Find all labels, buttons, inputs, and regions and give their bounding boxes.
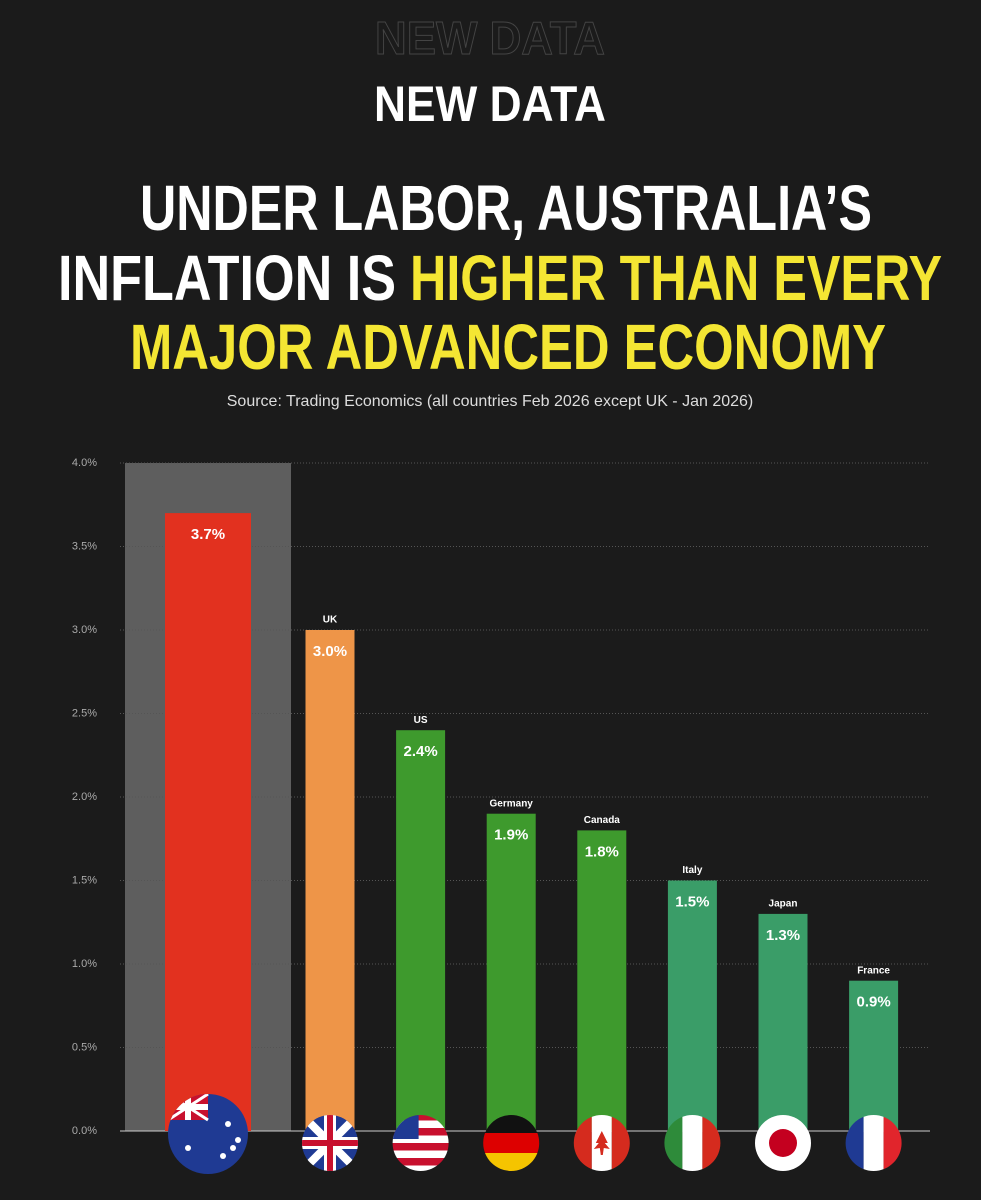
bar [758, 913, 808, 1131]
flag-part [483, 1153, 540, 1171]
value-label: 1.8% [585, 843, 619, 860]
flag-part [392, 1165, 449, 1171]
flag-part [593, 1131, 610, 1155]
category-label: Japan [769, 899, 798, 910]
flag-part [392, 1150, 449, 1158]
flag-part [392, 1128, 449, 1136]
bar [667, 880, 717, 1131]
title-line: INFLATION IS [58, 242, 396, 314]
flag-part [392, 1135, 449, 1143]
y-tick-label: 0.0% [72, 1125, 97, 1137]
value-label: 1.3% [766, 927, 800, 944]
flag [573, 1115, 630, 1171]
flag-part [327, 1115, 333, 1171]
category-label: Italy [682, 865, 702, 876]
value-label: 3.0% [313, 643, 347, 660]
kicker-echo: NEW DATA [375, 12, 605, 64]
flag [845, 1115, 902, 1171]
flag-part [769, 1129, 797, 1157]
bar [165, 513, 251, 1131]
flag-part [483, 1115, 540, 1133]
flag [168, 1094, 248, 1174]
flag-part [483, 1133, 540, 1153]
bar [396, 730, 446, 1131]
flag [483, 1115, 540, 1171]
title-highlight: HIGHER THAN EVERY [410, 242, 942, 314]
value-label: 2.4% [403, 743, 437, 760]
y-tick-label: 4.0% [72, 457, 97, 469]
bar [305, 630, 355, 1131]
category-label: Germany [490, 798, 534, 809]
y-tick-label: 1.5% [72, 874, 97, 886]
flag-part [392, 1158, 449, 1166]
value-label: 1.9% [494, 827, 528, 844]
y-tick-label: 2.0% [72, 791, 97, 803]
flag-part [611, 1115, 630, 1171]
flag [664, 1115, 721, 1171]
flag-part [863, 1115, 884, 1171]
bar [577, 830, 627, 1131]
flag-part [392, 1120, 449, 1128]
bar [849, 980, 899, 1131]
flag-part [392, 1143, 449, 1151]
title-line: UNDER LABOR, AUSTRALIA’S [140, 172, 872, 244]
value-label: 0.9% [856, 994, 890, 1011]
flag-part [230, 1145, 236, 1151]
y-tick-label: 3.5% [72, 540, 97, 552]
value-label: 3.7% [191, 526, 225, 543]
flag-part [168, 1104, 208, 1110]
value-label: 1.5% [675, 893, 709, 910]
flag-part [883, 1115, 902, 1171]
y-tick-label: 0.5% [72, 1041, 97, 1053]
flag-part [185, 1145, 191, 1151]
y-tick-label: 2.5% [72, 707, 97, 719]
kicker: NEW DATA [374, 76, 606, 132]
y-tick-label: 1.0% [72, 958, 97, 970]
y-tick-label: 3.0% [72, 624, 97, 636]
flag-part [845, 1115, 864, 1171]
flag-part [225, 1121, 231, 1127]
category-label: Canada [584, 815, 621, 826]
category-label: France [857, 965, 890, 976]
flag-part [664, 1115, 683, 1171]
flag-part [682, 1115, 703, 1171]
flag-part [573, 1115, 592, 1171]
category-label: US [414, 715, 428, 726]
category-label: UK [323, 615, 338, 626]
flag-part [235, 1137, 241, 1143]
title-highlight: MAJOR ADVANCED ECONOMY [130, 311, 886, 383]
flag-part [702, 1115, 721, 1171]
flag-part [392, 1115, 449, 1121]
source: Source: Trading Economics (all countries… [227, 393, 754, 410]
flag-part [220, 1153, 226, 1159]
bar [486, 813, 536, 1131]
flag [755, 1115, 811, 1171]
